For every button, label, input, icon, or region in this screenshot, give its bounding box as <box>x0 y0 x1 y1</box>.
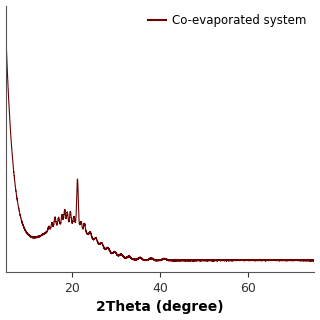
Legend: Co-evaporated system: Co-evaporated system <box>146 12 308 29</box>
Co-evaporated system <box>116 253 119 257</box>
X-axis label: 2Theta (degree): 2Theta (degree) <box>96 300 224 315</box>
Co-evaporated system <box>249 258 253 262</box>
Co-evaporated system <box>264 259 268 263</box>
Co-evaporated system <box>19 217 23 221</box>
Co-evaporated system <box>313 259 316 262</box>
Line: Co-evaporated system: Co-evaporated system <box>5 25 315 261</box>
Co-evaporated system <box>200 258 204 262</box>
Co-evaporated system <box>233 258 236 262</box>
Co-evaporated system <box>4 23 7 27</box>
Co-evaporated system <box>187 259 190 262</box>
